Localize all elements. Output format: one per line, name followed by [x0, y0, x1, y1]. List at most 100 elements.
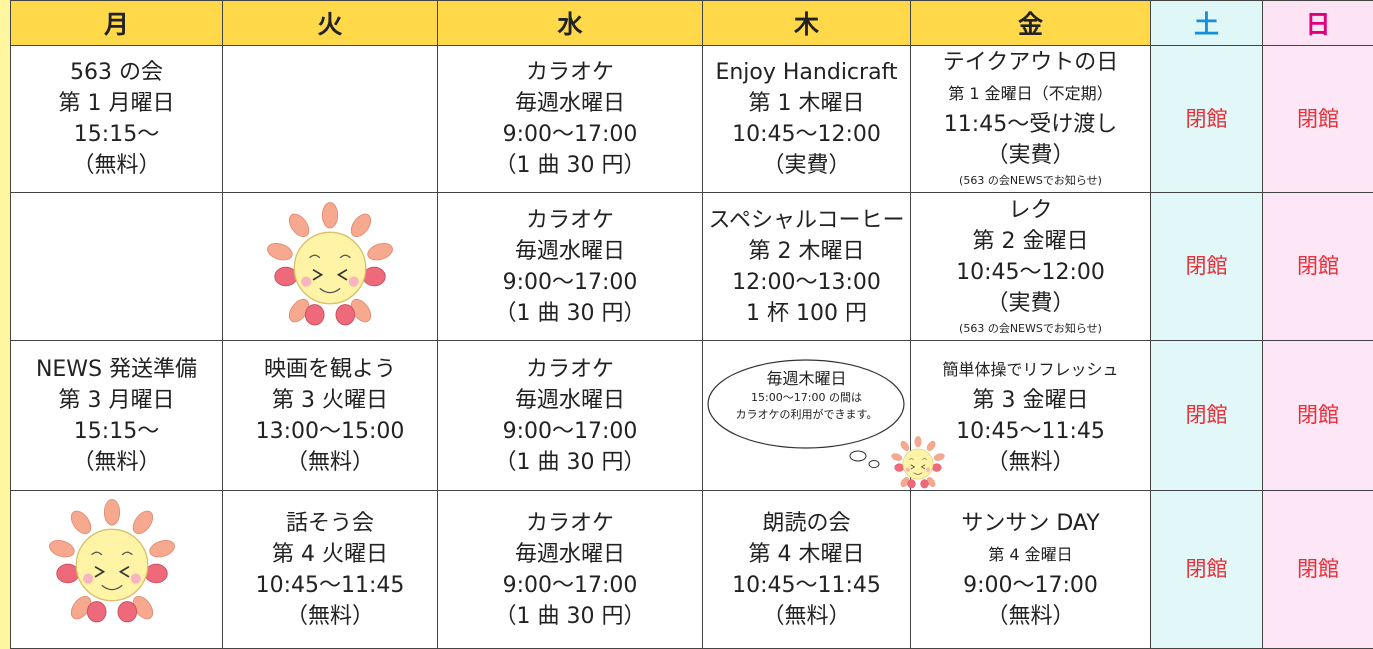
- event-line: テイクアウトの日: [911, 47, 1150, 78]
- event-line: 第 1 木曜日: [703, 88, 910, 119]
- event-line: 毎週水曜日: [438, 539, 702, 570]
- event-line: （無料）: [223, 601, 437, 632]
- closed-label: 閉館: [1151, 554, 1262, 585]
- event-line: カラオケ: [438, 354, 702, 385]
- closed-label: 閉館: [1263, 251, 1373, 282]
- schedule-cell: [11, 193, 223, 341]
- event-line: （無料）: [11, 447, 222, 478]
- event-line: 第 3 月曜日: [11, 385, 222, 416]
- event-line: 第 3 火曜日: [223, 385, 437, 416]
- day-header: 水: [438, 1, 703, 46]
- day-header: 火: [223, 1, 438, 46]
- event-line: （1 曲 30 円）: [438, 298, 702, 329]
- event-line: （実費）: [703, 150, 910, 181]
- event-line: 第 4 火曜日: [223, 539, 437, 570]
- event-line: 9:00～17:00: [911, 570, 1150, 601]
- event-line: （実費）: [911, 288, 1150, 319]
- event-line: （1 曲 30 円）: [438, 447, 702, 478]
- day-header: 木: [703, 1, 911, 46]
- event-line: カラオケ: [438, 205, 702, 236]
- event-line: 簡単体操でリフレッシュ: [911, 354, 1150, 385]
- event-line: 毎週水曜日: [438, 236, 702, 267]
- bubble-text: 毎週木曜日: [703, 369, 910, 389]
- event-line: 10:45～11:45: [703, 570, 910, 601]
- event-line: 10:45～12:00: [911, 257, 1150, 288]
- event-line: 10:45～11:45: [911, 416, 1150, 447]
- event-line: 563 の会: [11, 57, 222, 88]
- schedule-cell: 閉館: [1263, 491, 1373, 649]
- event-line: 15:15～: [11, 119, 222, 150]
- event-line: 第 4 木曜日: [703, 539, 910, 570]
- event-line: カラオケ: [438, 508, 702, 539]
- event-line: 10:45～12:00: [703, 119, 910, 150]
- closed-label: 閉館: [1263, 554, 1373, 585]
- schedule-cell: 閉館: [1151, 341, 1263, 491]
- event-line: （実費）: [911, 140, 1150, 171]
- event-line: サンサン DAY: [911, 508, 1150, 539]
- event-line: Enjoy Handicraft: [703, 57, 910, 88]
- event-line: 第 1 金曜日（不定期）: [911, 78, 1150, 109]
- schedule-cell: 閉館: [1151, 193, 1263, 341]
- schedule-cell: 閉館: [1151, 491, 1263, 649]
- event-line: 毎週水曜日: [438, 385, 702, 416]
- event-line: 話そう会: [223, 508, 437, 539]
- bubble-text: カラオケの利用ができます。: [703, 406, 910, 423]
- event-line: 第 4 金曜日: [911, 539, 1150, 570]
- day-header: 月: [11, 1, 223, 46]
- event-line: NEWS 発送準備: [11, 354, 222, 385]
- closed-label: 閉館: [1151, 251, 1262, 282]
- event-line: （1 曲 30 円）: [438, 150, 702, 181]
- event-line: （無料）: [703, 601, 910, 632]
- event-line: （1 曲 30 円）: [438, 601, 702, 632]
- event-note: (563 の会NEWSでお知らせ): [911, 319, 1150, 339]
- event-line: 1 杯 100 円: [703, 298, 910, 329]
- schedule-cell: [223, 193, 438, 341]
- event-line: 9:00～17:00: [438, 416, 702, 447]
- event-line: 9:00～17:00: [438, 267, 702, 298]
- schedule-cell: 閉館: [1263, 46, 1373, 193]
- event-line: 映画を観よう: [223, 354, 437, 385]
- event-line: （無料）: [11, 150, 222, 181]
- event-line: 12:00～13:00: [703, 267, 910, 298]
- event-line: 朗読の会: [703, 508, 910, 539]
- event-line: カラオケ: [438, 57, 702, 88]
- closed-label: 閉館: [1263, 400, 1373, 431]
- header-row: 月火水木金土日: [11, 1, 1373, 46]
- closed-label: 閉館: [1151, 104, 1262, 135]
- event-line: 9:00～17:00: [438, 119, 702, 150]
- day-header: 土: [1151, 1, 1263, 46]
- schedule-cell: [11, 491, 223, 649]
- schedule-cell: [223, 46, 438, 193]
- event-line: 11:45～受け渡し: [911, 109, 1150, 140]
- event-line: 9:00～17:00: [438, 570, 702, 601]
- event-line: 15:15～: [11, 416, 222, 447]
- event-line: （無料）: [911, 601, 1150, 632]
- event-line: 毎週水曜日: [438, 88, 702, 119]
- schedule-cell: 閉館: [1263, 193, 1373, 341]
- event-line: 第 3 金曜日: [911, 385, 1150, 416]
- day-header: 日: [1263, 1, 1373, 46]
- event-line: 第 1 月曜日: [11, 88, 222, 119]
- schedule-cell: 閉館: [1151, 46, 1263, 193]
